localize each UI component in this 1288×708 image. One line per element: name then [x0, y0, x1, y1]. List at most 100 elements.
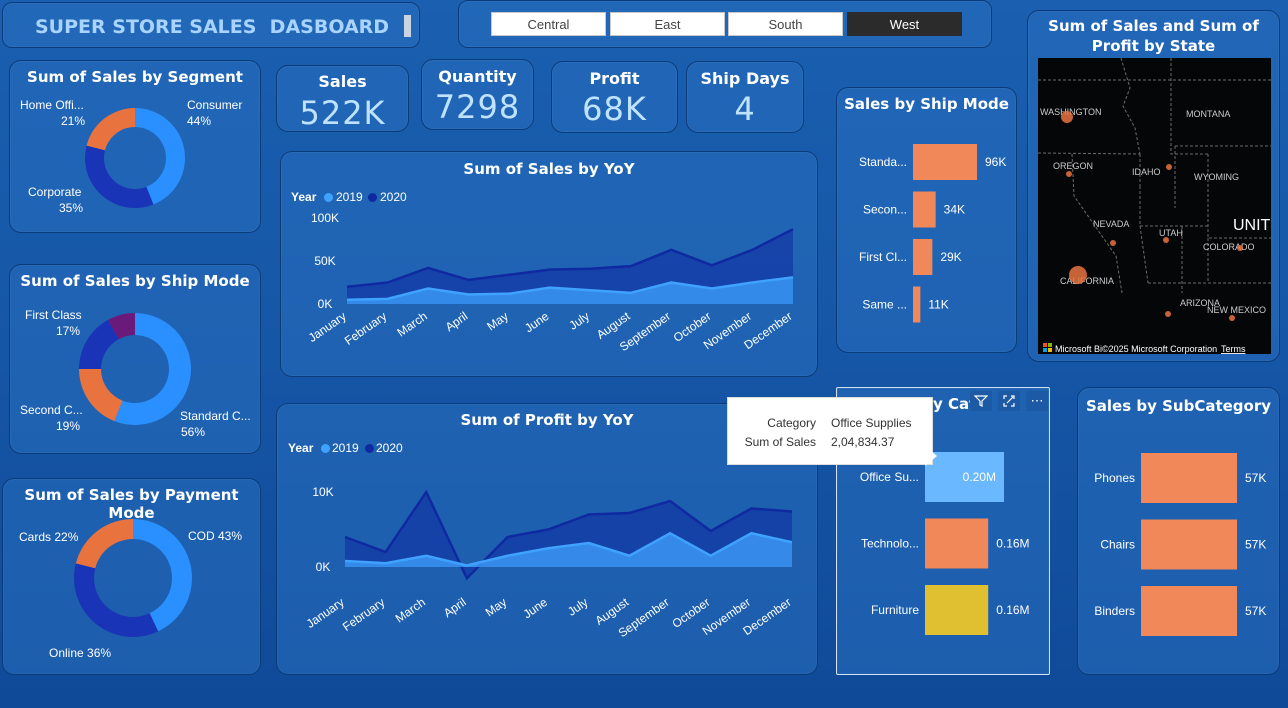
ship-mode-bar-chart: Standa... 96K Secon... 34K First Cl... 29K Sam…: [859, 144, 1006, 323]
bar-value-label: 57K: [1245, 471, 1266, 485]
legend-title: Year: [288, 441, 314, 455]
slicer-option-south[interactable]: South: [728, 12, 843, 36]
legend-dot-2019: [324, 193, 333, 202]
bar-1: [925, 518, 989, 569]
kpi-value: 4: [734, 90, 756, 128]
bar-category-label: Secon...: [863, 203, 907, 217]
bar-3: [913, 286, 921, 323]
donut-slice-first-class: [79, 319, 119, 369]
state-map[interactable]: WASHINGTON MONTANA OREGON IDAHO WYOMING NEVAD…: [1038, 58, 1271, 354]
bar-1: [1141, 519, 1237, 570]
state-bubble: [1165, 311, 1171, 317]
kpi-label: Profit: [589, 69, 640, 88]
x-tick-label: February: [340, 595, 387, 634]
subcategory-bar-chart: Phones 57K Chairs 57K Binders 57K: [1094, 453, 1266, 636]
y-tick-label: 0K: [316, 560, 331, 574]
state-label: NEVADA: [1093, 219, 1129, 229]
y-tick-label: 10K: [312, 485, 333, 499]
legend-dot-2020: [365, 444, 374, 453]
kpi-card-ship-days: Ship Days 4: [686, 61, 804, 133]
kpi-label: Sales: [318, 72, 367, 91]
bar-category-label: Furniture: [871, 603, 919, 617]
x-tick-label: January: [306, 309, 349, 345]
series-line-2019: [346, 276, 794, 301]
category-bar-title: y Cat: [933, 395, 977, 413]
bar-2: [925, 585, 989, 635]
legend-item-2020[interactable]: 2020: [380, 190, 407, 204]
state-bubble: [1061, 111, 1073, 123]
series-line-2020: [346, 228, 794, 289]
bar-category-label: First Cl...: [859, 250, 907, 264]
legend-title: Year: [291, 190, 317, 204]
x-tick-label: March: [393, 595, 428, 626]
more-options-icon[interactable]: ⋯: [1026, 391, 1048, 411]
map-title: Sum of Sales and Sum of Profit by State: [1048, 17, 1259, 55]
state-bubble: [1066, 171, 1072, 177]
sales-yoy-panel: Sum of Sales by YoY Year 2019 2020 0K 50K…: [280, 151, 818, 377]
donut-slice-second-class: [79, 369, 123, 422]
legend-label: Standard C...: [180, 409, 251, 423]
state-label: CALIFORNIA: [1060, 276, 1114, 286]
bar-value-label: 0.20M: [963, 470, 996, 484]
donut-slice-home-office: [86, 108, 135, 151]
legend-label: Consumer: [187, 98, 243, 112]
legend-dot-2020: [368, 193, 377, 202]
state-bubble: [1069, 266, 1087, 284]
slicer-option-east[interactable]: East: [610, 12, 725, 36]
series-line-2020: [344, 489, 793, 581]
bar-2: [1141, 586, 1237, 636]
legend-pct: 35%: [59, 201, 84, 215]
legend-item-2019[interactable]: 2019: [336, 190, 363, 204]
state-label: WYOMING: [1194, 172, 1239, 182]
slicer-option-west[interactable]: West: [847, 12, 962, 36]
legend-label: Second C...: [20, 403, 83, 417]
donut-slice-cod: [133, 519, 192, 632]
bar-value-label: 57K: [1245, 538, 1266, 552]
state-bubble: [1229, 315, 1235, 321]
legend-item-2019[interactable]: 2019: [332, 441, 359, 455]
subcategory-bar-title: Sales by SubCategory: [1085, 397, 1272, 415]
region-slicer: Central East South West: [458, 0, 992, 48]
kpi-value: 7298: [434, 88, 521, 126]
legend-pct: 17%: [56, 324, 81, 338]
segment-donut-chart: [84, 108, 185, 208]
bar-0: [913, 144, 977, 180]
shipmode-donut-chart: [79, 313, 191, 425]
legend-label: Home Offi...: [20, 98, 84, 112]
kpi-label: Quantity: [438, 67, 517, 86]
legend-item-2020[interactable]: 2020: [376, 441, 403, 455]
bar-value-label: 29K: [940, 250, 961, 264]
slicer-option-central[interactable]: Central: [491, 12, 606, 36]
state-bubble: [1163, 237, 1169, 243]
category-bar-chart: Office Su... 0.20M Technolo... 0.16M Furnitu…: [860, 452, 1030, 635]
microsoft-logo-icon: [1048, 348, 1052, 352]
dashboard-title: SUPER STORE SALES DASBOARD: [35, 16, 390, 38]
bar-value-label: 11K: [928, 298, 948, 312]
kpi-value: 68K: [582, 90, 647, 128]
state-label: WASHINGTON: [1040, 107, 1102, 117]
payment-chart-title: Sum of Sales by Payment Mode: [24, 486, 239, 522]
focus-mode-icon[interactable]: [998, 391, 1020, 411]
state-border: [1170, 58, 1208, 155]
legend-label: Corporate: [28, 185, 82, 199]
filter-icon[interactable]: [970, 391, 992, 411]
sales-yoy-title: Sum of Sales by YoY: [463, 160, 635, 178]
tooltip-key: Sum of Sales: [744, 435, 816, 449]
y-tick-label: 50K: [314, 254, 335, 268]
state-label: ARIZONA: [1180, 298, 1220, 308]
y-tick-label: 100K: [311, 211, 339, 225]
donut-slice-corporate: [84, 145, 154, 208]
kpi-card-quantity: Quantity 7298: [421, 59, 534, 130]
x-tick-label: April: [443, 309, 471, 334]
state-bubble: [1237, 245, 1243, 251]
y-tick-label: 0K: [318, 297, 333, 311]
bar-0: [1141, 453, 1237, 503]
tooltip-pointer: [925, 446, 937, 466]
map-terms-link[interactable]: Terms: [1221, 344, 1246, 354]
map-brand-label: Microsoft Bi: [1055, 344, 1102, 354]
bar-value-label: 34K: [944, 203, 965, 217]
kpi-card-sales: Sales 522K: [276, 65, 409, 132]
legend-dot-2019: [321, 444, 330, 453]
segment-chart-title: Sum of Sales by Segment: [27, 68, 243, 86]
